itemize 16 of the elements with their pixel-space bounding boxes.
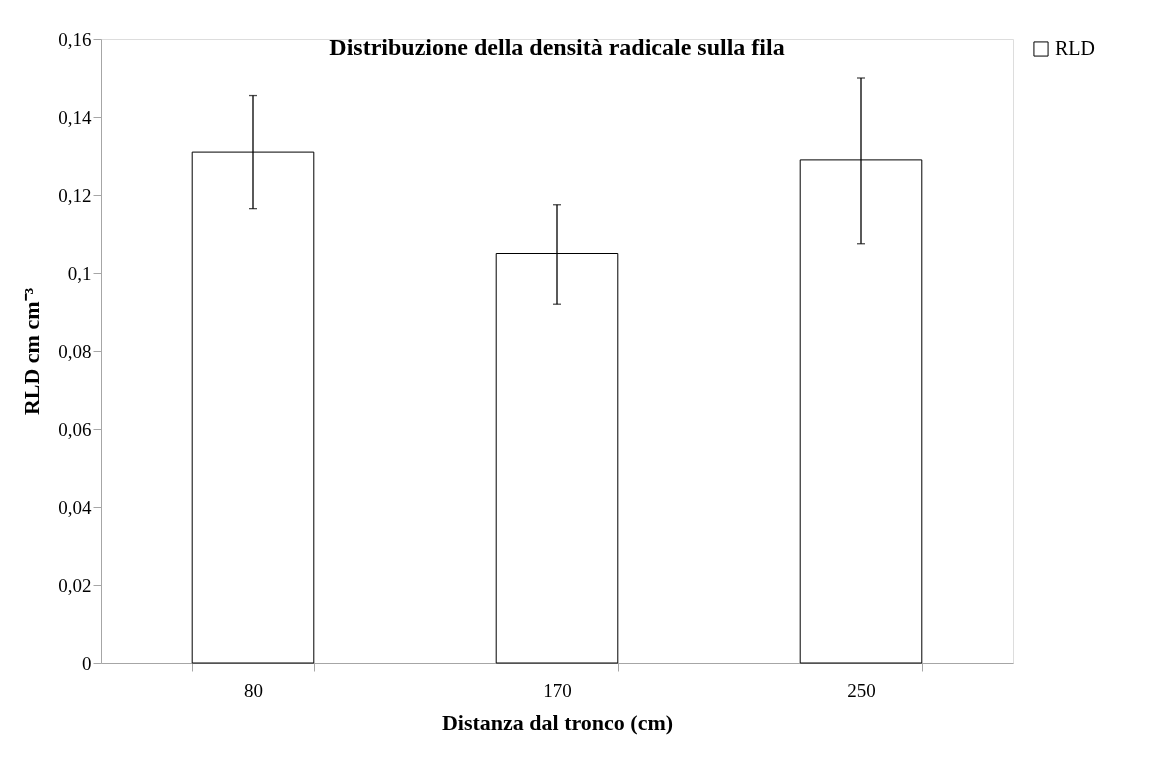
y-tick-label: 0,1 xyxy=(67,262,92,284)
y-tick-label: 0 xyxy=(82,652,92,674)
y-tick-label: 0,02 xyxy=(58,574,92,596)
y-axis-title: RLD cm cm⁻³ xyxy=(19,287,45,416)
x-axis-title: Distanza dal tronco (cm) xyxy=(441,709,674,735)
y-tick-label: 0,08 xyxy=(58,340,92,362)
y-tick-label: 0,06 xyxy=(58,418,92,440)
y-tick-label: 0,16 xyxy=(58,28,92,50)
y-tick-label: 0,14 xyxy=(58,106,92,128)
legend-label: RLD xyxy=(1055,37,1095,59)
y-tick-label: 0,04 xyxy=(58,496,92,518)
x-tick-label: 250 xyxy=(847,679,876,701)
chart-title: Distribuzione della densità radicale sulla fila xyxy=(329,34,785,60)
y-tick-label: 0,12 xyxy=(58,184,92,206)
x-tick-label: 170 xyxy=(543,679,572,701)
x-tick-label: 80 xyxy=(244,679,263,701)
